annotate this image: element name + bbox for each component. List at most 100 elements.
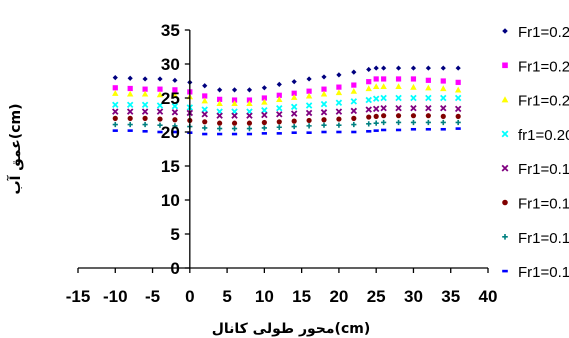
data-point bbox=[366, 66, 372, 73]
x-tick-label: -5 bbox=[145, 287, 160, 306]
x-tick-label: -15 bbox=[66, 287, 91, 306]
data-point bbox=[171, 102, 179, 110]
data-point bbox=[425, 104, 432, 112]
data-point bbox=[380, 104, 387, 112]
legend-marker bbox=[502, 269, 508, 273]
data-point bbox=[141, 108, 149, 115]
data-point bbox=[425, 77, 431, 83]
data-point bbox=[425, 65, 431, 71]
data-point bbox=[372, 95, 380, 102]
legend-item: Fr1=0.23 bbox=[501, 93, 569, 110]
data-point bbox=[142, 121, 148, 128]
data-point bbox=[425, 94, 432, 102]
data-point bbox=[291, 123, 297, 130]
data-point bbox=[276, 92, 282, 98]
data-point bbox=[112, 121, 118, 128]
y-tick-label: 25 bbox=[161, 89, 180, 108]
data-point bbox=[276, 104, 283, 112]
series-5 bbox=[112, 104, 462, 119]
data-point bbox=[454, 86, 462, 93]
data-point bbox=[157, 130, 163, 134]
data-point bbox=[217, 120, 223, 126]
data-point bbox=[127, 75, 133, 81]
data-point bbox=[276, 96, 283, 102]
data-point bbox=[372, 105, 380, 113]
legend-label: Fr1=0.18 bbox=[518, 161, 569, 178]
data-point bbox=[395, 65, 402, 71]
data-point bbox=[320, 109, 328, 116]
data-point bbox=[425, 84, 432, 91]
legend-item: Fr1=0.10 bbox=[502, 264, 569, 281]
data-point bbox=[171, 92, 179, 98]
data-point bbox=[335, 108, 343, 115]
y-tick-label: 5 bbox=[170, 225, 179, 244]
y-tick-label: 20 bbox=[161, 123, 180, 142]
data-point bbox=[112, 75, 118, 81]
data-point bbox=[261, 98, 268, 105]
data-point bbox=[350, 98, 358, 105]
data-point bbox=[276, 124, 282, 130]
data-point bbox=[142, 130, 148, 133]
data-point bbox=[320, 90, 328, 97]
data-point bbox=[112, 115, 118, 121]
data-point bbox=[126, 90, 134, 97]
legend-label: Fr1=0.10 bbox=[518, 264, 569, 281]
data-point bbox=[202, 93, 208, 99]
data-point bbox=[306, 88, 312, 94]
data-point bbox=[127, 85, 133, 92]
data-point bbox=[410, 76, 417, 82]
series-3 bbox=[112, 83, 462, 107]
data-point bbox=[202, 125, 208, 131]
data-point bbox=[305, 109, 313, 117]
data-point bbox=[321, 130, 327, 134]
data-point bbox=[455, 127, 461, 130]
legend-marker bbox=[501, 130, 509, 138]
x-tick-label: 15 bbox=[292, 287, 311, 306]
data-point bbox=[351, 121, 357, 128]
data-point bbox=[172, 123, 178, 129]
data-point bbox=[381, 113, 387, 119]
legend-label: Fr1=0.25 bbox=[518, 58, 569, 75]
x-tick-labels: -15 -10 -5 0 5 10 15 20 25 30 35 40 bbox=[66, 268, 497, 306]
data-point bbox=[455, 119, 461, 126]
axes bbox=[78, 30, 488, 269]
legend-marker bbox=[501, 96, 509, 103]
data-point bbox=[142, 86, 148, 92]
data-point bbox=[336, 84, 342, 90]
data-point bbox=[112, 129, 118, 132]
x-tick-label: 25 bbox=[367, 287, 386, 306]
data-point bbox=[335, 99, 343, 106]
data-point bbox=[366, 121, 372, 127]
data-point bbox=[373, 76, 379, 82]
data-point bbox=[440, 104, 447, 112]
data-point bbox=[291, 118, 297, 124]
data-point bbox=[395, 128, 402, 132]
legend-marker bbox=[502, 199, 508, 206]
legend-marker bbox=[501, 164, 509, 172]
x-tick-label: 5 bbox=[222, 287, 231, 306]
data-point bbox=[455, 65, 461, 71]
data-point bbox=[440, 78, 446, 84]
data-point bbox=[395, 76, 402, 82]
data-point bbox=[231, 120, 238, 126]
data-point bbox=[112, 85, 118, 91]
data-point bbox=[126, 101, 134, 109]
data-point bbox=[172, 130, 178, 134]
x-tick-label: 20 bbox=[329, 287, 348, 306]
data-point bbox=[216, 100, 223, 107]
data-point bbox=[380, 94, 387, 102]
data-point bbox=[231, 100, 238, 107]
series-1 bbox=[112, 65, 461, 93]
data-point bbox=[395, 113, 402, 119]
data-point bbox=[171, 109, 179, 116]
data-point bbox=[127, 121, 133, 128]
data-point bbox=[291, 131, 297, 134]
data-point bbox=[365, 106, 372, 113]
data-point bbox=[425, 119, 431, 126]
data-point bbox=[336, 130, 342, 134]
data-point bbox=[246, 132, 253, 136]
data-point bbox=[201, 106, 208, 113]
data-point bbox=[261, 125, 267, 131]
data-point bbox=[172, 117, 178, 123]
